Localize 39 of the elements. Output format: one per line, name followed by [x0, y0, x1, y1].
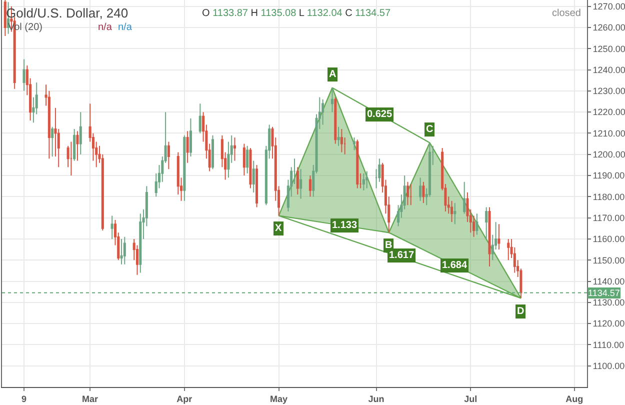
annotation: O 1133.87 H 1135.08 L 1132.04 C 1134.57: [202, 8, 391, 19]
y-tick-label: 1190.00: [592, 170, 625, 181]
y-tick-label: 1230.00: [592, 86, 625, 96]
y-tick-label: 1200.00: [592, 150, 625, 160]
x-tick-label: 9: [22, 394, 27, 404]
annotation: n/a: [98, 22, 112, 33]
y-tick-label: 1170.00: [592, 212, 625, 223]
y-tick-label: 1150.00: [592, 255, 625, 266]
annotation: 1.133: [332, 220, 358, 231]
y-tick-label: 1130.00: [592, 298, 625, 308]
y-tick-label: 1100.00: [592, 361, 625, 371]
annotation: X: [275, 223, 282, 234]
annotation: n/a: [118, 22, 132, 33]
x-tick-label: Jul: [464, 394, 478, 404]
ref-line-label: 1134.57: [588, 288, 620, 298]
y-tick-label: 1260.00: [592, 22, 625, 33]
y-tick-label: 1140.00: [592, 276, 625, 286]
y-tick-label: 1110.00: [592, 340, 624, 350]
annotation: D: [517, 306, 524, 317]
y-tick-label: 1160.00: [592, 234, 625, 244]
x-tick-label: Jun: [368, 394, 384, 404]
x-tick-label: May: [270, 394, 288, 404]
annotation: 0.625: [367, 109, 392, 120]
x-tick-label: Mar: [82, 394, 99, 404]
y-tick-label: 1180.00: [592, 192, 625, 202]
y-tick-label: 1210.00: [592, 128, 625, 138]
x-tick-label: Aug: [566, 394, 584, 404]
annotation: 1.617: [389, 250, 414, 261]
annotation: closed: [552, 8, 581, 19]
annotation: C: [426, 124, 434, 135]
y-tick-label: 1120.00: [592, 318, 625, 329]
y-tick-label: 1240.00: [592, 64, 625, 75]
annotation: A: [329, 69, 336, 80]
y-tick-label: 1250.00: [592, 44, 625, 54]
annotation: 1.684: [442, 260, 468, 271]
x-tick-label: Apr: [176, 394, 193, 404]
y-tick-label: 1270.00: [592, 1, 625, 12]
y-tick-label: 1220.00: [592, 107, 625, 118]
annotation: B: [385, 240, 392, 251]
